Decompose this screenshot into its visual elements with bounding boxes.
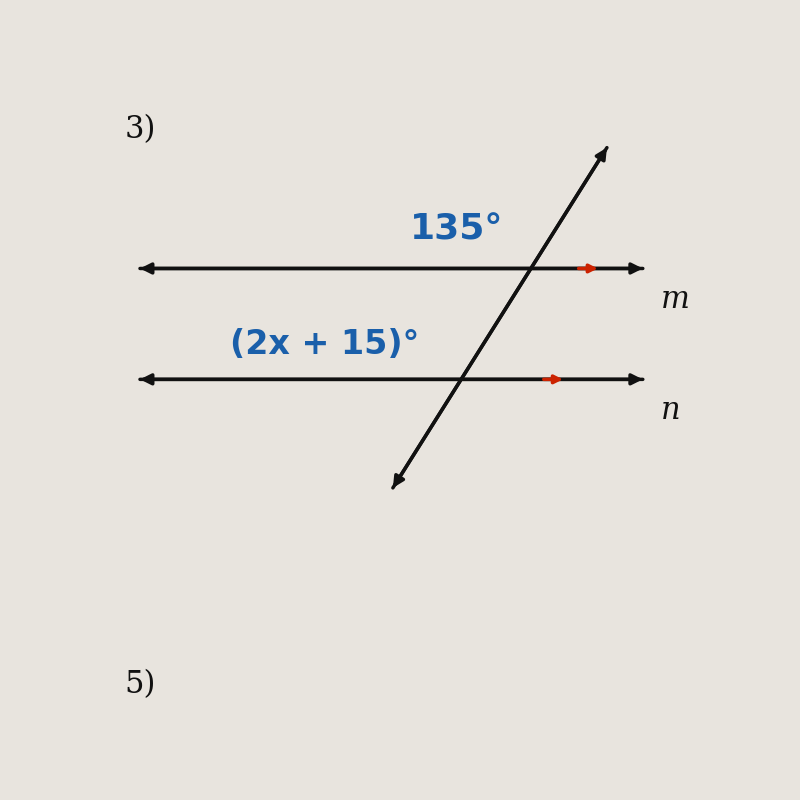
Text: m: m (661, 284, 690, 315)
Text: 3): 3) (125, 114, 156, 146)
Text: n: n (661, 394, 681, 426)
Text: (2x + 15)°: (2x + 15)° (230, 328, 419, 361)
Text: 135°: 135° (410, 213, 503, 247)
Text: 5): 5) (125, 669, 156, 700)
